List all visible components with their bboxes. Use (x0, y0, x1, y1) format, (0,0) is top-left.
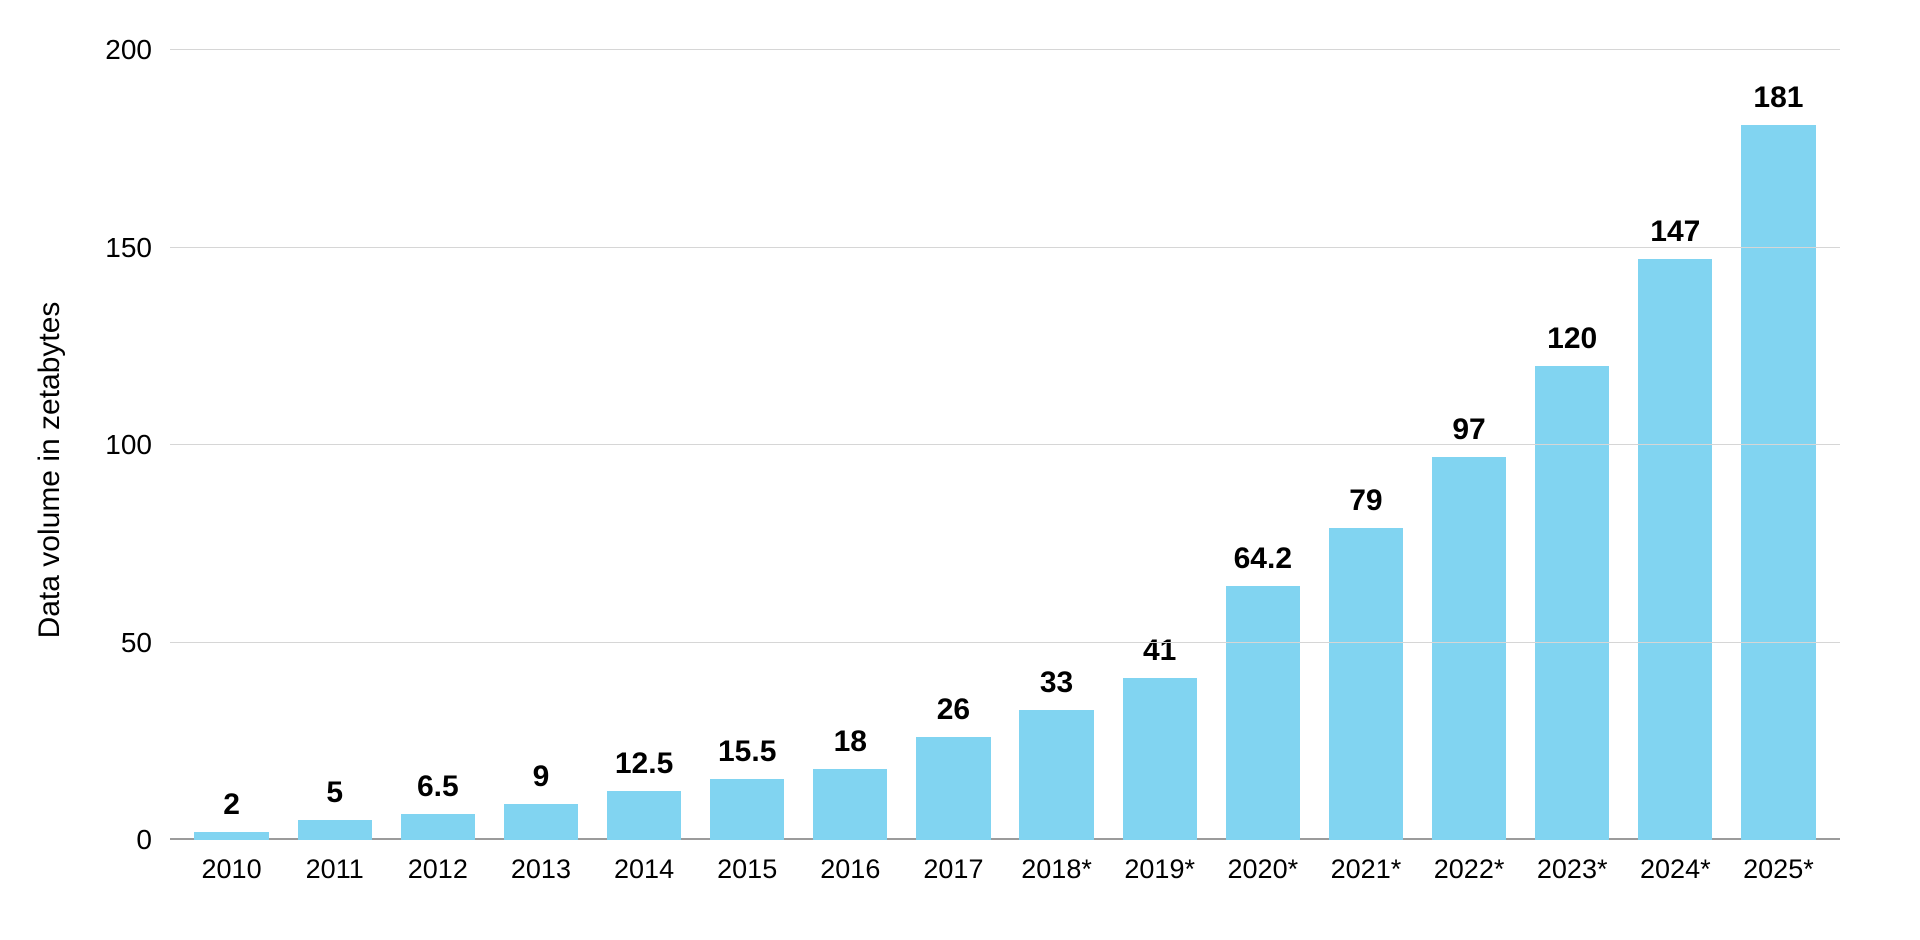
bar-slot: 182016 (799, 50, 902, 840)
y-tick-label: 0 (136, 824, 170, 856)
gridline (170, 49, 1840, 50)
bar (1638, 259, 1712, 840)
x-tick-label: 2020* (1228, 854, 1299, 885)
bar (607, 791, 681, 840)
bar-slot: 1202023* (1521, 50, 1624, 840)
bar-slot: 412019* (1108, 50, 1211, 840)
bar-value-label: 2 (223, 788, 240, 822)
bar (1019, 710, 1093, 840)
bar-value-label: 12.5 (615, 747, 673, 781)
x-tick-label: 2010 (202, 854, 262, 885)
plot-area: 22010520116.520129201312.5201415.5201518… (170, 50, 1840, 840)
bar (916, 737, 990, 840)
bar-value-label: 9 (533, 760, 550, 794)
y-tick-label: 50 (121, 627, 170, 659)
y-axis-label: Data volume in zetabytes (33, 302, 67, 639)
bar-slot: 92013 (489, 50, 592, 840)
x-tick-label: 2011 (306, 854, 364, 885)
bar (194, 832, 268, 840)
bar-slot: 64.22020* (1211, 50, 1314, 840)
gridline (170, 642, 1840, 643)
bar-slot: 332018* (1005, 50, 1108, 840)
bar (1123, 678, 1197, 840)
bar (401, 814, 475, 840)
bar-slot: 6.52012 (386, 50, 489, 840)
x-tick-label: 2022* (1434, 854, 1505, 885)
bar (1329, 528, 1403, 840)
bar-value-label: 120 (1547, 322, 1597, 356)
y-tick-label: 100 (105, 429, 170, 461)
x-tick-label: 2018* (1021, 854, 1092, 885)
x-tick-label: 2013 (511, 854, 571, 885)
bar (1226, 586, 1300, 840)
bar-value-label: 33 (1040, 666, 1073, 700)
bar-slot: 1472024* (1624, 50, 1727, 840)
bars-group: 22010520116.520129201312.5201415.5201518… (170, 50, 1840, 840)
bar (504, 804, 578, 840)
x-tick-label: 2025* (1743, 854, 1814, 885)
bar (298, 820, 372, 840)
bar (1535, 366, 1609, 840)
bar-slot: 15.52015 (696, 50, 799, 840)
bar-value-label: 41 (1143, 634, 1176, 668)
gridline (170, 444, 1840, 445)
x-tick-label: 2015 (717, 854, 777, 885)
bar-value-label: 147 (1650, 215, 1700, 249)
bar (813, 769, 887, 840)
x-tick-label: 2023* (1537, 854, 1608, 885)
x-tick-label: 2016 (820, 854, 880, 885)
bar (1432, 457, 1506, 840)
y-tick-label: 150 (105, 232, 170, 264)
bar-value-label: 18 (834, 725, 867, 759)
bar (710, 779, 784, 840)
x-tick-label: 2012 (408, 854, 468, 885)
bar-value-label: 97 (1452, 413, 1485, 447)
bar (1741, 125, 1815, 840)
bar-value-label: 15.5 (718, 735, 776, 769)
bar-value-label: 181 (1753, 81, 1803, 115)
bar-slot: 22010 (180, 50, 283, 840)
x-tick-label: 2021* (1331, 854, 1402, 885)
x-tick-label: 2014 (614, 854, 674, 885)
x-tick-label: 2017 (923, 854, 983, 885)
chart-container: Data volume in zetabytes 22010520116.520… (50, 30, 1870, 910)
bar-value-label: 6.5 (417, 770, 459, 804)
x-tick-label: 2019* (1124, 854, 1195, 885)
x-tick-label: 2024* (1640, 854, 1711, 885)
bar-slot: 972022* (1418, 50, 1521, 840)
bar-slot: 262017 (902, 50, 1005, 840)
bar-slot: 1812025* (1727, 50, 1830, 840)
bar-value-label: 64.2 (1234, 542, 1292, 576)
bar-value-label: 5 (326, 776, 343, 810)
bar-slot: 52011 (283, 50, 386, 840)
bar-value-label: 26 (937, 693, 970, 727)
y-tick-label: 200 (105, 34, 170, 66)
bar-slot: 12.52014 (593, 50, 696, 840)
bar-slot: 792021* (1314, 50, 1417, 840)
bar-value-label: 79 (1349, 484, 1382, 518)
gridline (170, 247, 1840, 248)
